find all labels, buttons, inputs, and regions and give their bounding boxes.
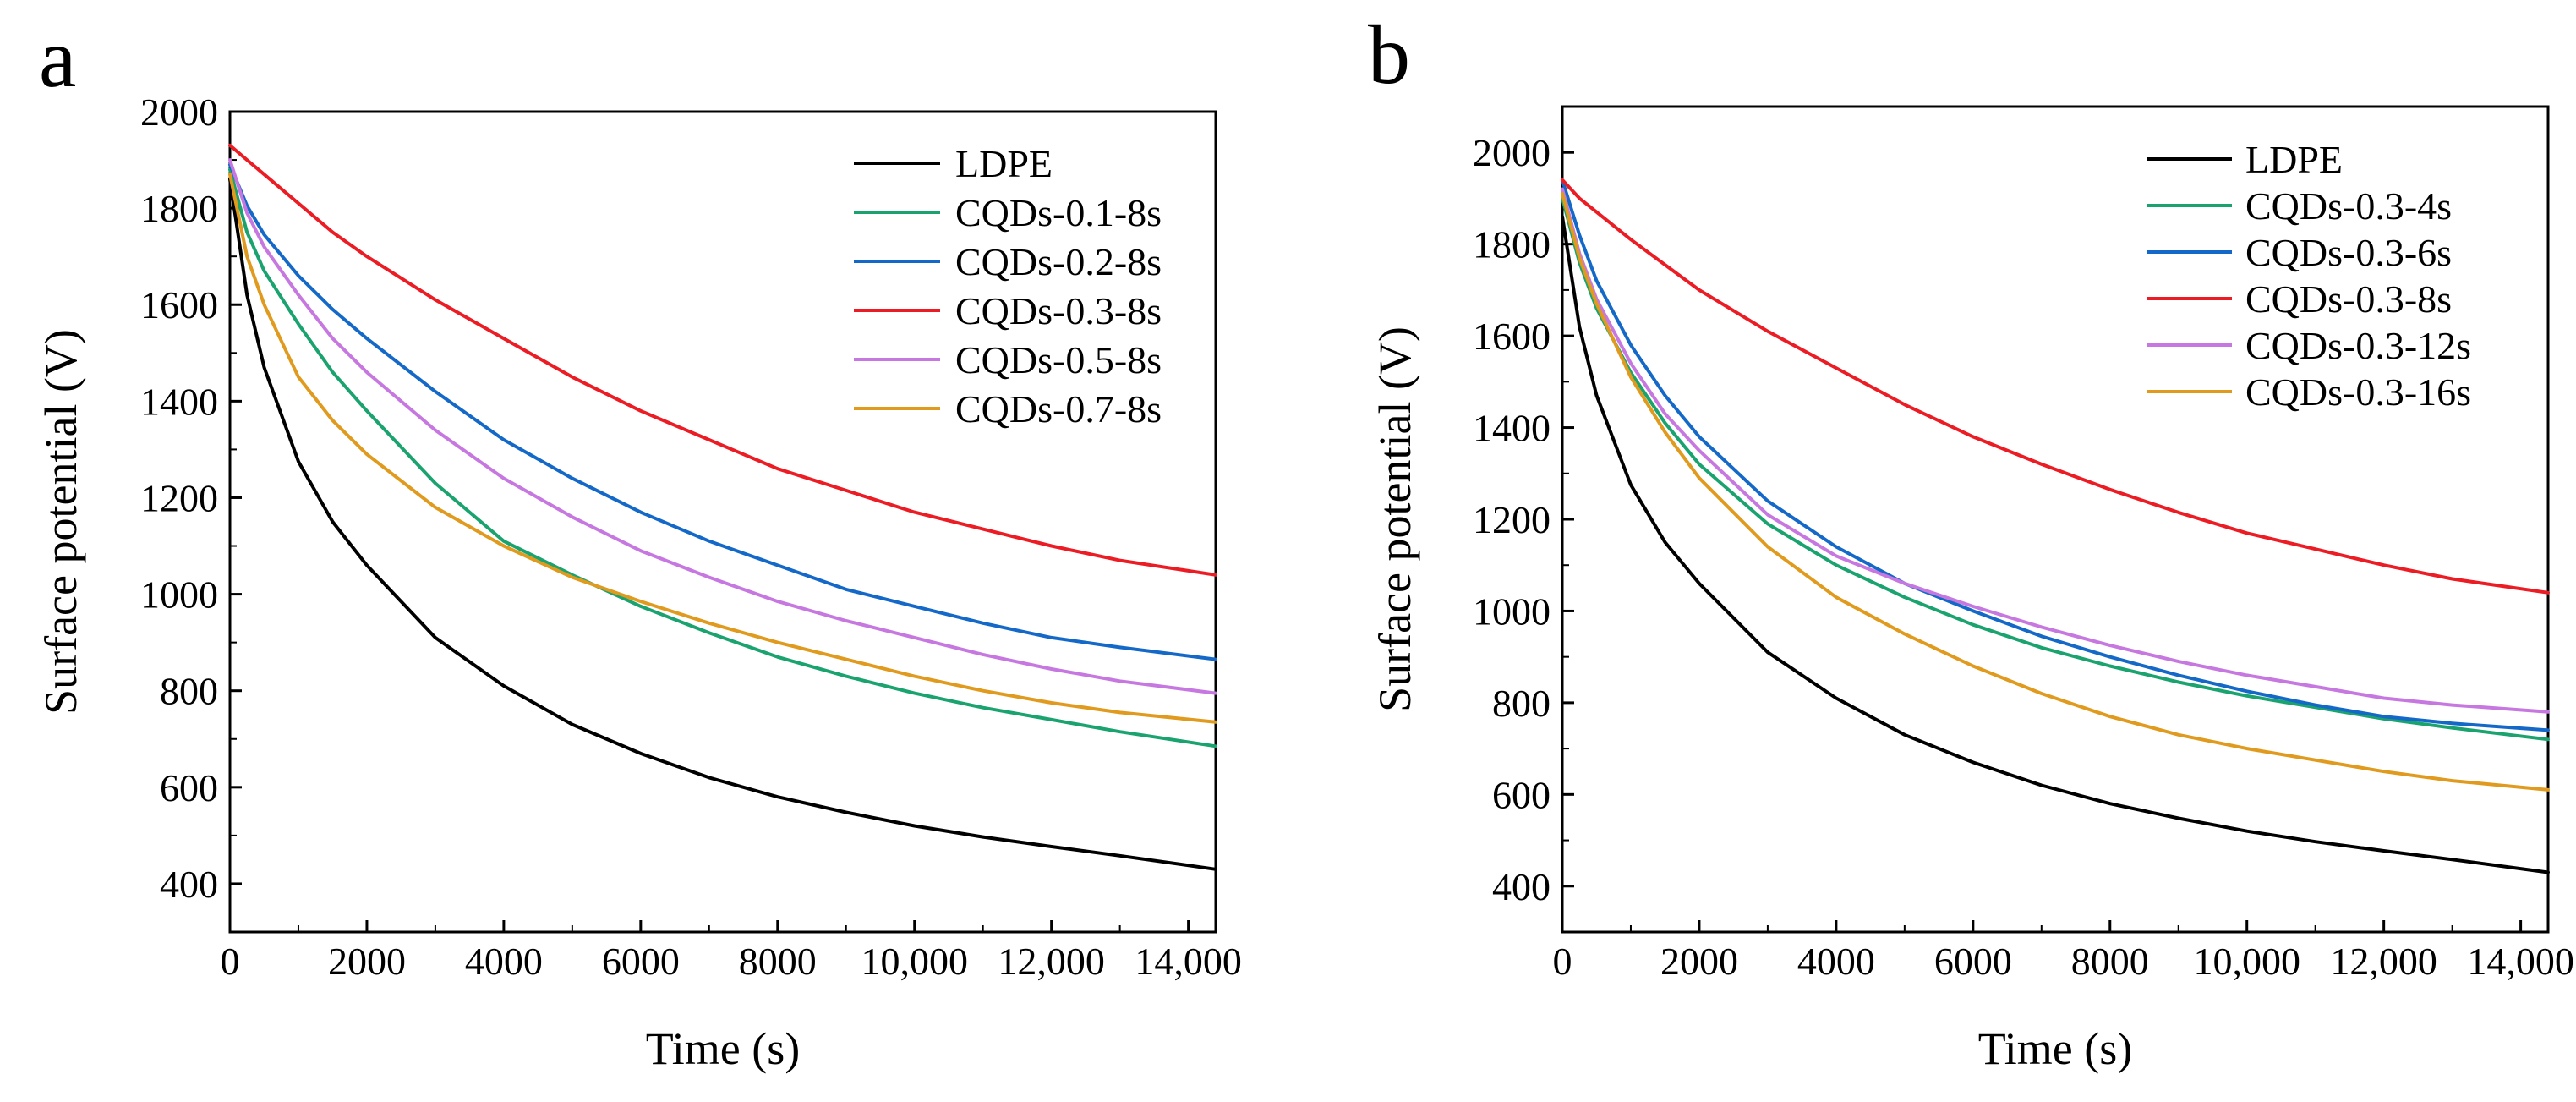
panel-b-x-tick-label: 6000 — [1934, 940, 2012, 983]
panel-a-legend-label: CQDs-0.3-8s — [955, 289, 1162, 332]
panel-a-x-tick-label: 2000 — [328, 940, 406, 983]
panel-a-series-lines — [228, 143, 1217, 871]
panel-a-y-tick-label: 1400 — [140, 380, 218, 423]
panel-b-x-tick-label: 4000 — [1797, 940, 1875, 983]
panel-b-series-line-cqds-0-3-8s — [1561, 178, 2550, 595]
panel-b-y-tick-label: 800 — [1492, 682, 1551, 725]
panel-b-series-line-cqds-0-3-6s — [1561, 178, 2550, 732]
panel-b-x-tick-label: 12,000 — [2330, 940, 2437, 983]
panel-a-plot-frame — [228, 110, 1217, 934]
panel-a-legend-label: CQDs-0.7-8s — [955, 387, 1162, 430]
panel-a-x-tick-label: 14,000 — [1135, 940, 1242, 983]
panel-a-x-tick-label: 0 — [221, 940, 240, 983]
panel-a-ticks: 0 2000 4000 6000 8000 10,000 12,000 14,000 400 60… — [140, 90, 1242, 983]
panel-b-series-line-ldpe — [1561, 215, 2550, 874]
panel-a-legend: LDPE CQDs-0.1-8s CQDs-0.2-8s CQDs-0.3-8s CQD… — [854, 142, 1162, 430]
panel-b-legend-label: CQDs-0.3-8s — [2245, 277, 2452, 321]
panel-b-series-line-cqds-0-3-12s — [1561, 187, 2550, 714]
panel-b-series-lines — [1561, 178, 2550, 874]
panel-b-y-tick-label: 1400 — [1473, 407, 1551, 450]
panel-a-series-line-cqds-0-7-8s — [228, 173, 1217, 724]
panel-b-x-axis-title: Time (s) — [1978, 1023, 2133, 1074]
panel-a-x-axis-title: Time (s) — [646, 1023, 801, 1074]
panel-b-y-tick-label: 1000 — [1473, 589, 1551, 633]
panel-b-x-tick-label: 2000 — [1660, 940, 1738, 983]
panel-b-ticks: 0 2000 4000 6000 8000 10,000 12,000 14,000 400 60… — [1473, 106, 2574, 983]
panel-b-x-tick-label: 8000 — [2071, 940, 2149, 983]
panel-a-y-tick-label: 800 — [160, 670, 218, 713]
panel-a: a 0 2000 4000 6000 8000 10,000 12,000 14,000 400… — [36, 11, 1242, 1074]
panel-a-y-tick-label: 2000 — [140, 90, 218, 134]
panel-a-legend-label: CQDs-0.2-8s — [955, 240, 1162, 283]
panel-a-x-tick-label: 6000 — [602, 940, 680, 983]
panel-b-y-tick-label: 2000 — [1473, 131, 1551, 174]
panel-a-letter: a — [39, 11, 76, 105]
panel-b-y-tick-label: 400 — [1492, 865, 1551, 908]
panel-b-legend-label: CQDs-0.3-12s — [2245, 324, 2471, 367]
panel-a-legend-label: CQDs-0.1-8s — [955, 191, 1162, 234]
panel-b-legend-label: CQDs-0.3-6s — [2245, 231, 2452, 274]
panel-a-series-line-cqds-0-5-8s — [228, 158, 1217, 695]
panel-a-y-tick-label: 400 — [160, 863, 218, 906]
panel-b-legend: LDPECQDs-0.3-4sCQDs-0.3-6sCQDs-0.3-8sCQD… — [2147, 138, 2471, 414]
panel-a-y-tick-label: 1000 — [140, 573, 218, 617]
panel-b-series-line-cqds-0-3-16s — [1561, 192, 2550, 792]
panel-a-legend-label: LDPE — [955, 142, 1053, 185]
panel-a-x-tick-label: 10,000 — [861, 940, 968, 983]
panel-b-letter: b — [1368, 8, 1410, 101]
panel-a-x-tick-label: 4000 — [465, 940, 543, 983]
panel-a-y-tick-label: 1600 — [140, 283, 218, 326]
panel-a-y-tick-label: 1200 — [140, 476, 218, 519]
panel-b-y-tick-label: 1200 — [1473, 498, 1551, 541]
panel-b-legend-label: CQDs-0.3-4s — [2245, 184, 2452, 228]
panel-a-y-tick-label: 1800 — [140, 187, 218, 230]
panel-a-series-line-ldpe — [228, 177, 1217, 871]
panel-a-series-line-cqds-0-3-8s — [228, 143, 1217, 577]
panel-b-x-tick-label: 0 — [1553, 940, 1572, 983]
panel-b: b 0 2000 4000 6000 8000 10,000 12,000 14,000 400… — [1368, 8, 2574, 1074]
panel-a-series-line-cqds-0-2-8s — [228, 162, 1217, 661]
panel-a-x-tick-label: 8000 — [739, 940, 817, 983]
panel-b-y-tick-label: 1600 — [1473, 315, 1551, 358]
panel-b-legend-label: CQDs-0.3-16s — [2245, 370, 2471, 414]
panel-b-legend-label: LDPE — [2245, 138, 2343, 181]
panel-a-y-axis-title: Surface potential (V) — [36, 329, 86, 715]
panel-a-y-tick-label: 600 — [160, 766, 218, 809]
panel-b-y-tick-label: 1800 — [1473, 223, 1551, 266]
panel-b-y-axis-title: Surface potential (V) — [1370, 326, 1420, 712]
panel-b-x-tick-label: 14,000 — [2467, 940, 2574, 983]
panel-a-x-tick-label: 12,000 — [998, 940, 1105, 983]
panel-a-legend-label: CQDs-0.5-8s — [955, 338, 1162, 381]
panel-b-y-tick-label: 600 — [1492, 773, 1551, 816]
panel-b-x-tick-label: 10,000 — [2193, 940, 2300, 983]
